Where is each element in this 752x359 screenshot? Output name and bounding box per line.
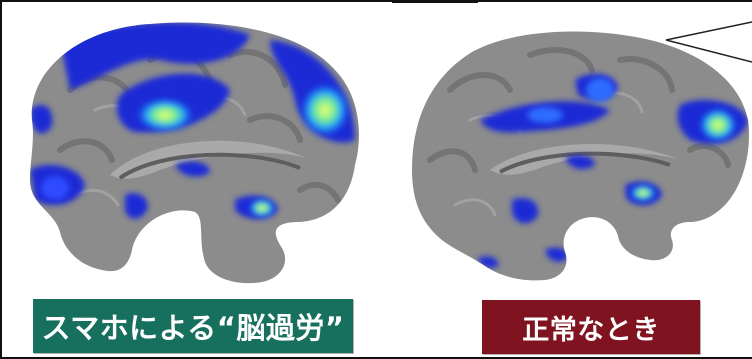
overwork-label: スマホによる“脳過労” [33,299,353,353]
right-brain-scan [412,31,750,281]
left-brain-scan [30,22,359,284]
frame-top-mark [392,0,478,3]
normal-label: 正常なとき [482,300,700,354]
speech-bubble-pointer [665,21,752,63]
